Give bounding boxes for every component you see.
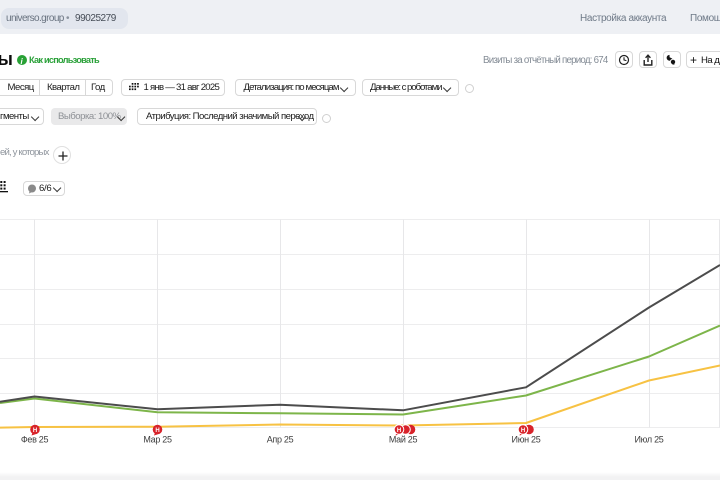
svg-text:Апр 25: Апр 25 bbox=[267, 435, 294, 445]
svg-text:Июл 25: Июл 25 bbox=[635, 435, 664, 445]
svg-text:Н: Н bbox=[155, 428, 159, 434]
svg-text:Май 25: Май 25 bbox=[389, 435, 418, 445]
svg-text:Фев 25: Фев 25 bbox=[21, 435, 49, 445]
svg-text:Июн 25: Июн 25 bbox=[512, 435, 541, 445]
svg-text:Н: Н bbox=[521, 428, 525, 434]
svg-text:Н: Н bbox=[397, 428, 401, 434]
svg-text:Мар 25: Мар 25 bbox=[143, 435, 172, 445]
svg-text:Н: Н bbox=[33, 428, 37, 434]
